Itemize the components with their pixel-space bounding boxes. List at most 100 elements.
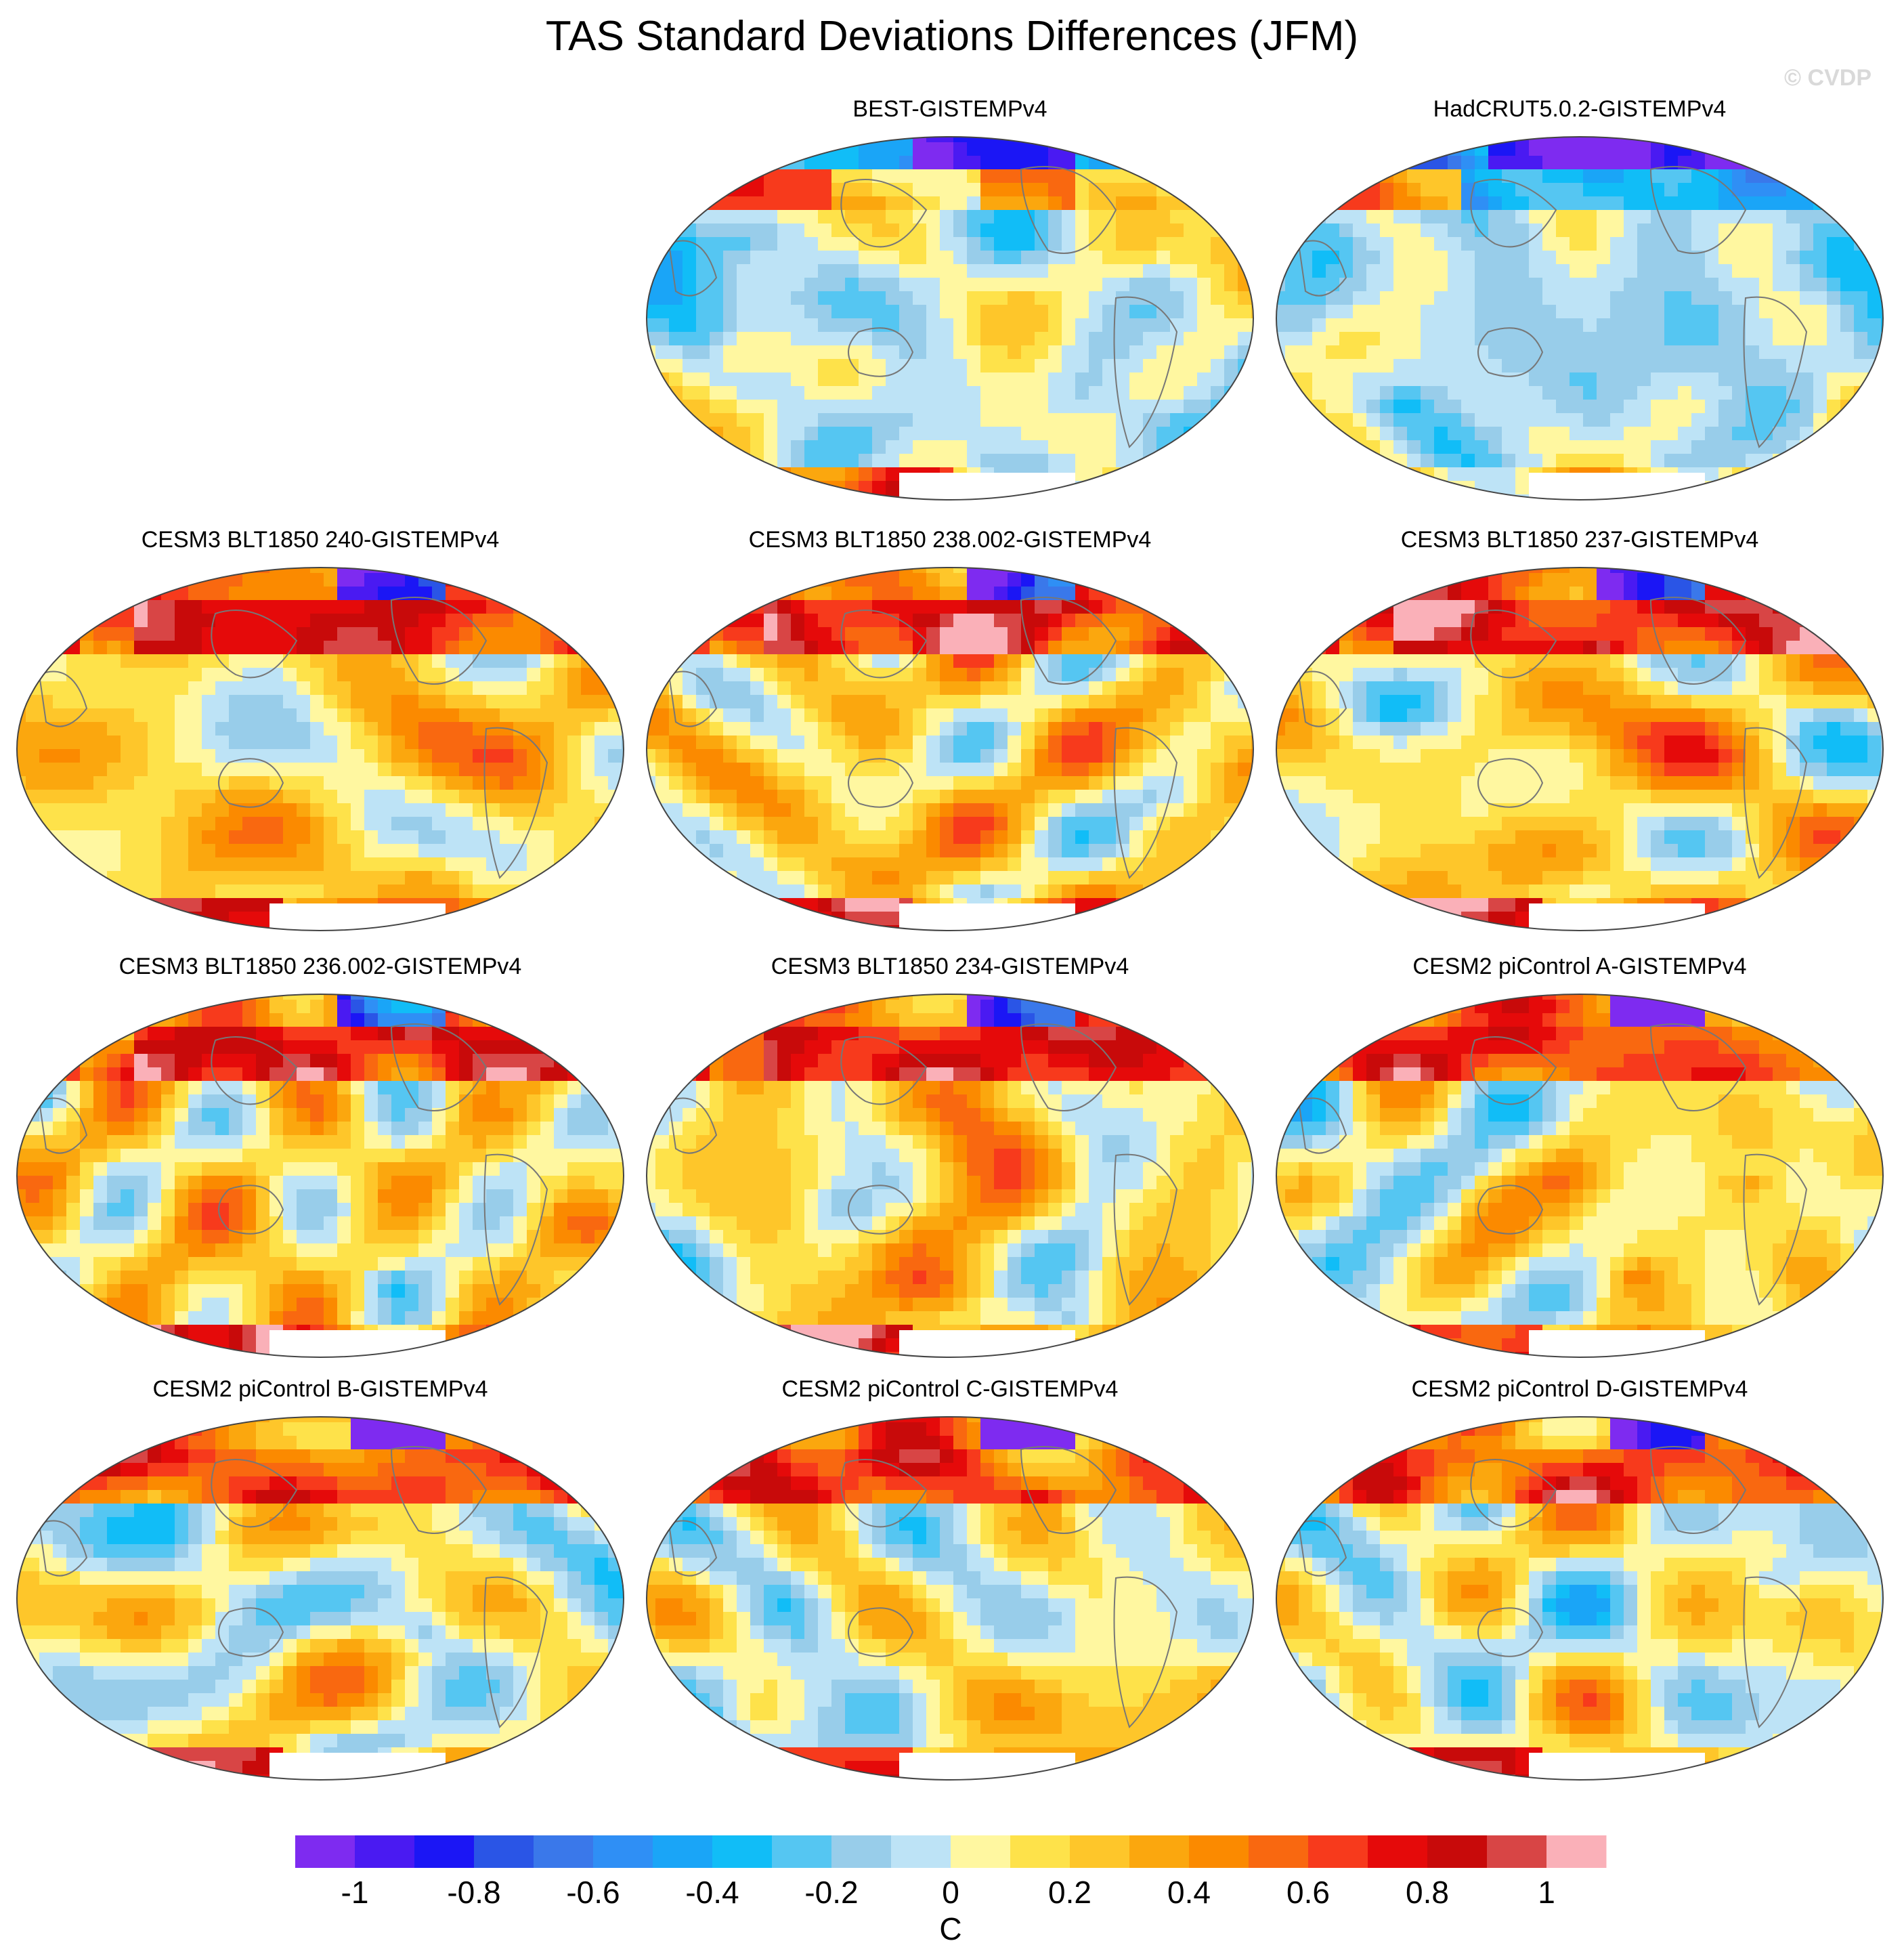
heatmap-cell (1251, 776, 1253, 790)
heatmap-cell (980, 736, 995, 750)
heatmap-cell (1048, 413, 1062, 427)
heatmap-cell (1251, 803, 1253, 817)
heatmap-cell (1116, 494, 1130, 500)
heatmap-cell (1197, 359, 1211, 373)
heatmap-cell (1021, 386, 1035, 400)
heatmap-cell (750, 427, 764, 441)
heatmap-cell (1197, 573, 1211, 587)
heatmap-cell (297, 885, 311, 899)
heatmap-cell (554, 641, 568, 655)
heatmap-cell (804, 803, 819, 817)
heatmap-cell (872, 776, 886, 790)
heatmap-cell (1461, 251, 1475, 265)
heatmap-cell (1224, 332, 1238, 346)
heatmap-cell (1407, 318, 1421, 333)
heatmap-cell (723, 359, 737, 373)
heatmap-cell (845, 427, 859, 441)
heatmap-cell (764, 156, 778, 170)
heatmap-cell (391, 708, 406, 723)
heatmap-cell (540, 844, 555, 858)
heatmap-cell (1102, 318, 1117, 333)
heatmap-cell (554, 844, 568, 858)
heatmap-cell (1062, 237, 1076, 251)
heatmap-cell (1854, 345, 1868, 360)
heatmap-cell (1786, 210, 1800, 224)
heatmap-cell (1156, 427, 1171, 441)
heatmap-cell (872, 627, 886, 641)
heatmap-cell (1705, 332, 1719, 346)
heatmap-cell (1800, 156, 1814, 170)
heatmap-cell (1224, 413, 1238, 427)
heatmap-cell (202, 668, 216, 682)
heatmap-cell (804, 278, 819, 292)
heatmap-cell (80, 614, 94, 628)
heatmap-cell (1116, 641, 1130, 655)
heatmap-cell (1718, 372, 1733, 387)
heatmap-cell (513, 695, 527, 709)
heatmap-cell (1008, 251, 1022, 265)
heatmap-cell (1184, 137, 1198, 143)
heatmap-cell (710, 614, 724, 628)
heatmap-cell (710, 668, 724, 682)
heatmap-cell (581, 790, 595, 804)
heatmap-cell (1048, 427, 1062, 441)
heatmap-cell (594, 587, 609, 601)
heatmap-cell (818, 359, 832, 373)
heatmap-cell (1434, 318, 1448, 333)
heatmap-cell (283, 654, 297, 668)
heatmap-cell (1610, 142, 1624, 156)
heatmap-cell (581, 885, 595, 899)
heatmap-cell (1276, 156, 1286, 170)
heatmap-cell (1475, 196, 1489, 211)
heatmap-cell (473, 641, 487, 655)
heatmap-cell (351, 708, 365, 723)
heatmap-cell (1102, 291, 1117, 305)
heatmap-cell (818, 183, 832, 197)
heatmap-cell (554, 654, 568, 668)
heatmap-cell (1597, 318, 1611, 333)
heatmap-cell (1197, 196, 1211, 211)
heatmap-cell (1129, 871, 1144, 885)
heatmap-cell (1502, 305, 1516, 319)
heatmap-cell (859, 695, 873, 709)
heatmap-cell (669, 210, 683, 224)
heatmap-cell (527, 568, 541, 574)
heatmap-cell (26, 573, 40, 587)
heatmap-cell (1238, 763, 1252, 777)
heatmap-cell (1434, 359, 1448, 373)
heatmap-cell (804, 183, 819, 197)
heatmap-cell (161, 641, 175, 655)
heatmap-cell (669, 413, 683, 427)
heatmap-cell (1515, 372, 1530, 387)
heatmap-cell (134, 587, 148, 601)
heatmap-cell (1075, 427, 1089, 441)
heatmap-cell (859, 332, 873, 346)
heatmap-cell (93, 568, 108, 574)
heatmap-cell (364, 641, 378, 655)
heatmap-cell (1170, 318, 1184, 333)
heatmap-cell (980, 790, 995, 804)
heatmap-cell (1353, 278, 1367, 292)
heatmap-cell (1102, 454, 1117, 468)
heatmap-cell (148, 830, 162, 845)
heatmap-cell (655, 587, 670, 601)
heatmap-cell (1238, 237, 1252, 251)
heatmap-cell (1664, 454, 1679, 468)
heatmap-cell (1380, 305, 1394, 319)
heatmap-cell (1285, 291, 1299, 305)
heatmap-cell (723, 763, 737, 777)
heatmap-cell (683, 857, 697, 872)
heatmap-cell (710, 440, 724, 454)
heatmap-cell (1339, 183, 1354, 197)
heatmap-cell (1624, 251, 1638, 265)
heatmap-cell (473, 776, 487, 790)
heatmap-cell (229, 641, 243, 655)
heatmap-cell (405, 844, 419, 858)
heatmap-cell (459, 568, 473, 574)
heatmap-cell (1062, 440, 1076, 454)
heatmap-cell (378, 614, 392, 628)
heatmap-cell (324, 627, 338, 641)
heatmap-cell (1448, 413, 1462, 427)
heatmap-cell (1285, 142, 1299, 156)
heatmap-cell (1488, 278, 1502, 292)
